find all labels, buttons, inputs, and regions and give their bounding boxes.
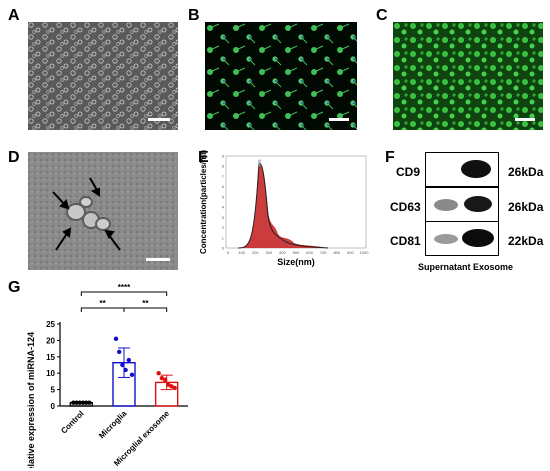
nta-x-tick-label: 0 — [227, 250, 230, 255]
panel-label-b: B — [188, 7, 200, 24]
nta-y-tick-label: 2 — [222, 225, 225, 230]
fluorescence-texture-c — [393, 22, 543, 130]
panel-label-f: F — [385, 149, 395, 166]
nta-x-tick-label: 700 — [320, 250, 327, 255]
significance-bracket — [80, 291, 168, 296]
nta-x-tick-label: 400 — [279, 250, 286, 255]
nta-peak-label: ||| — [258, 158, 261, 163]
nta-y-tick-label: 7 — [222, 174, 225, 179]
nta-size-curve — [237, 163, 329, 249]
nta-y-tick-label: 3 — [222, 215, 225, 220]
nta-x-tick-label: 200 — [252, 250, 259, 255]
nta-x-tick-label: 600 — [306, 250, 313, 255]
mirna-bar-chart: 0 5 10 15 20 25 Relative expression of miRNA-1… — [26, 283, 188, 468]
data-point — [74, 400, 79, 405]
fluorescence-texture-b — [205, 22, 357, 130]
blot-label-cd81: CD81 — [390, 234, 421, 248]
panel-label-c: C — [376, 7, 388, 24]
nta-x-tick-label: 100 — [238, 250, 245, 255]
y-tick-label: 25 — [46, 320, 55, 329]
arrow-icon — [52, 177, 121, 251]
scale-bar-b — [329, 118, 349, 121]
significance-label: ** — [100, 299, 107, 308]
tem-texture — [28, 152, 178, 270]
panel-label-a: A — [8, 7, 20, 24]
data-point — [120, 362, 125, 368]
blot-size-cd63: 26kDa — [508, 200, 544, 214]
panel-label-g: G — [8, 279, 21, 296]
significance-label: ** — [142, 299, 149, 308]
y-tick-label: 15 — [46, 353, 55, 362]
blot-strip-cd9 — [425, 152, 499, 187]
fluorescence-micrograph-c — [393, 22, 543, 130]
tem-micrograph — [28, 152, 178, 270]
phase-contrast-micrograph — [28, 22, 178, 130]
panel-label-e: E — [198, 149, 209, 166]
blot-caption: Supernatant Exosome — [418, 262, 514, 272]
nta-x-tick-label: 500 — [293, 250, 300, 255]
blot-size-cd81: 22kDa — [508, 234, 544, 248]
significance-bracket — [123, 307, 168, 312]
y-tick-label: 10 — [46, 369, 55, 378]
nta-y-axis-label: Concentration(particles/ml) — [199, 150, 208, 254]
data-point — [129, 372, 135, 378]
scale-bar-d — [146, 258, 170, 261]
blot-strip-cd81 — [425, 221, 499, 256]
nta-y-tick-label: 1 — [222, 235, 225, 240]
blot-label-cd63: CD63 — [390, 200, 421, 214]
data-point — [162, 377, 168, 382]
phase-contrast-texture — [28, 22, 178, 130]
nta-x-axis-label: Size(nm) — [277, 257, 315, 267]
y-tick-label: 5 — [51, 386, 56, 395]
y-tick-label: 20 — [46, 336, 55, 345]
nta-x-tick-label: 1000 — [360, 250, 370, 255]
category-label: Control — [59, 409, 85, 435]
nta-x-tick-label: 300 — [265, 250, 272, 255]
nta-x-tick-label: 800 — [333, 250, 340, 255]
nta-y-tick-label: 4 — [222, 205, 225, 210]
blot-strip-cd63 — [425, 187, 499, 222]
data-point — [172, 385, 177, 391]
significance-bracket — [80, 307, 125, 312]
data-point — [87, 400, 92, 405]
exosome-vesicles — [66, 196, 111, 231]
category-label: Microglia — [97, 409, 129, 441]
data-point — [113, 336, 119, 341]
y-tick-label: 0 — [51, 402, 56, 411]
significance-label: **** — [118, 283, 131, 292]
data-point — [117, 349, 122, 355]
panel-label-d: D — [8, 149, 20, 166]
data-point — [83, 400, 89, 405]
data-point — [123, 367, 128, 373]
nta-y-tick-label: 5 — [222, 194, 225, 199]
data-point — [126, 357, 131, 363]
nta-x-ticks: 0 100 200 300 400 500 600 700 800 900 1000 — [227, 250, 369, 255]
nta-y-tick-label: 9 — [222, 154, 225, 159]
data-point — [71, 400, 76, 405]
nta-x-tick-label: 900 — [347, 250, 354, 255]
blot-size-cd9: 26kDa — [508, 165, 544, 179]
data-point — [77, 400, 82, 405]
y-axis-label: Relative expression of miRNA-124 — [26, 332, 36, 468]
nta-y-tick-label: 8 — [222, 164, 225, 169]
scale-bar-c — [515, 118, 535, 121]
nta-y-tick-label: 0 — [222, 246, 225, 251]
nta-y-tick-label: 6 — [222, 184, 225, 189]
blot-label-cd9: CD9 — [396, 165, 421, 179]
fluorescence-micrograph-b — [205, 22, 357, 130]
nta-error-band — [238, 165, 328, 248]
scale-bar-a — [148, 118, 170, 121]
data-point — [156, 371, 161, 376]
nta-y-ticks: 0 1 2 3 4 5 6 7 8 9 — [222, 154, 225, 251]
nta-chart: 0 1 2 3 4 5 6 7 8 9 0 100 200 300 400 500 600 700 800 900 1… — [199, 150, 369, 267]
data-point — [80, 400, 86, 405]
